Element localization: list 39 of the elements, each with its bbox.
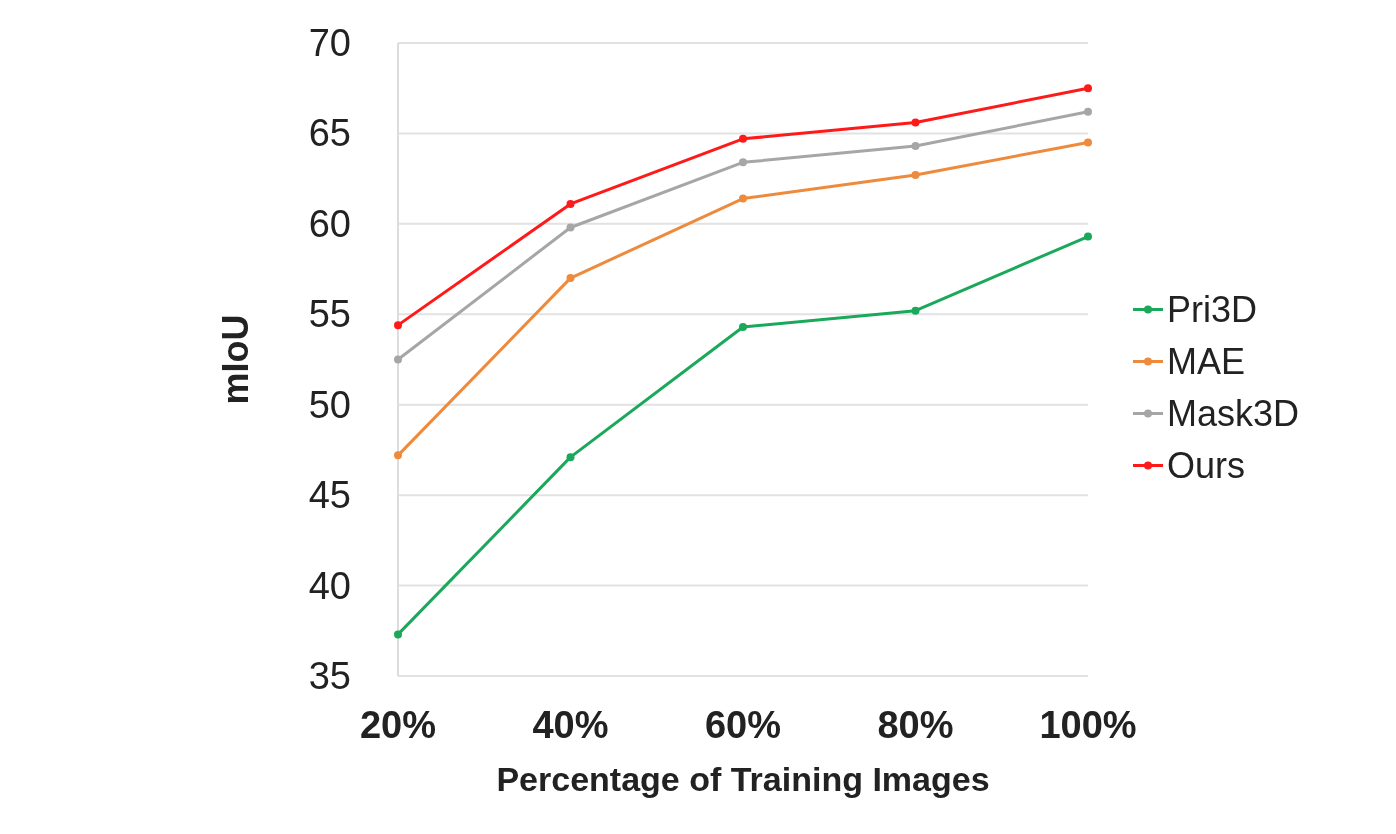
- legend-label: MAE: [1167, 341, 1246, 382]
- point: [566, 453, 575, 462]
- point: [911, 171, 920, 180]
- x-tick-label: 80%: [877, 704, 954, 746]
- point: [739, 158, 747, 167]
- x-tick-label: 60%: [704, 704, 782, 746]
- point: [911, 142, 920, 151]
- point: [911, 118, 920, 127]
- point: [394, 451, 402, 460]
- point: [566, 199, 575, 208]
- y-tick-label: 60: [308, 202, 351, 245]
- point: [911, 306, 920, 315]
- point: [1084, 138, 1092, 147]
- y-axis-title: mIoU: [215, 314, 256, 405]
- point: [394, 321, 402, 330]
- y-tick-label: 50: [308, 383, 351, 426]
- legend-label: Ours: [1167, 445, 1246, 486]
- x-axis-title: Percentage of Training Images: [496, 760, 990, 798]
- point: [566, 274, 575, 283]
- y-tick-label: 40: [308, 564, 351, 607]
- y-tick-label: 70: [308, 22, 351, 64]
- y-tick-label: 55: [308, 293, 351, 336]
- point: [1084, 84, 1092, 93]
- y-tick-label: 35: [308, 655, 351, 697]
- x-tick-label: 40%: [532, 704, 609, 746]
- point: [739, 194, 747, 203]
- y-tick-label: 45: [308, 474, 351, 517]
- legend-label: Mask3D: [1167, 393, 1300, 434]
- x-tick-label: 100%: [1039, 704, 1137, 746]
- point: [1084, 232, 1092, 241]
- legend-label: Pri3D: [1167, 289, 1258, 330]
- point: [1084, 107, 1092, 116]
- point: [739, 134, 747, 143]
- point: [394, 355, 402, 364]
- x-tick-label: 20%: [359, 704, 437, 746]
- y-tick-label: 65: [308, 112, 351, 155]
- point: [394, 630, 402, 639]
- point: [739, 322, 747, 331]
- point: [566, 223, 575, 232]
